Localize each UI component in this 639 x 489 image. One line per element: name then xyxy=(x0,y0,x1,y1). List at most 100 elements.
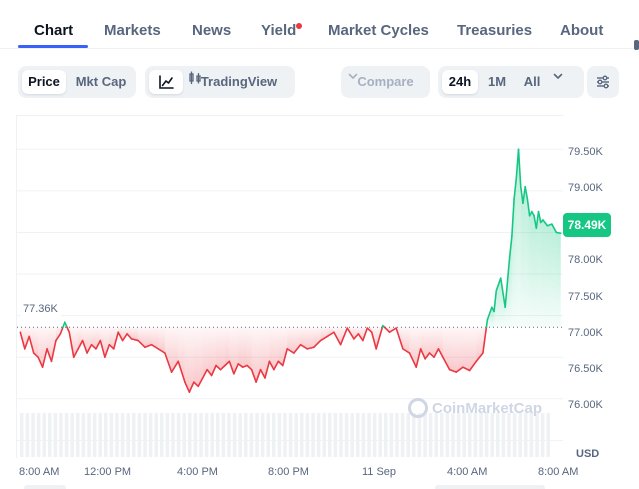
volume-bar xyxy=(36,413,41,457)
price-line-down xyxy=(388,327,397,334)
price-line-down xyxy=(402,348,411,354)
area-below-reference xyxy=(402,327,410,354)
volume-bar xyxy=(193,413,198,457)
volume-bar xyxy=(255,413,259,457)
price-line-down xyxy=(475,352,484,363)
area-above-reference xyxy=(527,199,530,328)
volume-bar xyxy=(496,413,500,457)
area-below-reference xyxy=(164,327,172,373)
area-below-reference xyxy=(238,327,243,368)
volume-bar xyxy=(328,413,332,457)
price-line-down xyxy=(339,327,349,346)
area-above-reference xyxy=(538,211,541,328)
tab-bar: Chart Markets News Yield Market Cycles T… xyxy=(0,0,639,50)
area-below-reference xyxy=(131,327,139,341)
price-line-down xyxy=(41,348,48,368)
price-line-down xyxy=(170,360,180,373)
coinmarketcap-watermark: CoinMarketCap xyxy=(408,398,542,418)
chevron-down-icon xyxy=(553,73,563,79)
volume-bar xyxy=(356,413,360,457)
tab-yield[interactable]: Yield xyxy=(261,22,297,39)
volume-bar xyxy=(344,413,349,457)
price-line-down xyxy=(19,331,26,350)
price-line-down xyxy=(150,343,160,350)
price-line-up xyxy=(499,277,506,309)
tradingview-button[interactable]: TradingView xyxy=(187,70,291,94)
range-1m-button[interactable]: 1M xyxy=(487,74,507,89)
range-24h-button[interactable]: 24h xyxy=(442,70,478,94)
area-below-reference xyxy=(256,327,261,383)
price-line-up xyxy=(524,185,529,200)
volume-bar xyxy=(188,413,192,457)
line-chart-button[interactable] xyxy=(149,70,183,94)
area-above-reference xyxy=(522,186,526,328)
compare-dropdown[interactable]: Compare xyxy=(341,66,430,98)
tab-news[interactable]: News xyxy=(192,22,232,39)
price-line-down xyxy=(23,335,31,350)
volume-bar xyxy=(92,413,97,457)
volume-bar xyxy=(70,413,74,457)
volume-bar xyxy=(361,413,366,457)
price-line-down xyxy=(68,331,75,358)
sliders-icon xyxy=(597,75,609,89)
price-line-up xyxy=(508,235,513,259)
volume-bar xyxy=(98,413,102,457)
volume-bar xyxy=(451,413,455,457)
price-line-down xyxy=(77,339,84,350)
price-line-down xyxy=(86,343,93,354)
area-below-reference xyxy=(233,327,239,374)
volume-bar xyxy=(529,413,534,457)
volume-bar xyxy=(468,413,472,457)
area-below-reference xyxy=(224,327,230,366)
area-below-reference xyxy=(287,327,294,354)
area-below-reference xyxy=(273,327,279,370)
volume-bar xyxy=(182,413,186,457)
price-line-down xyxy=(437,348,444,358)
price-line-down xyxy=(228,360,235,375)
area-below-reference xyxy=(216,327,221,370)
price-line-down xyxy=(50,339,57,363)
watermark-text: CoinMarketCap xyxy=(432,400,543,417)
line-chart-icon xyxy=(159,75,174,89)
area-below-reference xyxy=(198,327,203,387)
volume-bar xyxy=(266,413,270,457)
compare-label: Compare xyxy=(357,74,414,89)
tab-markets[interactable]: Markets xyxy=(104,22,161,39)
volume-bar xyxy=(120,413,125,457)
price-line-down xyxy=(81,339,88,354)
price-button[interactable]: Price xyxy=(22,70,66,94)
range-all-button[interactable]: All xyxy=(523,74,541,89)
price-line-down xyxy=(206,368,213,377)
tab-market-cycles[interactable]: Market Cycles xyxy=(328,22,429,39)
area-below-reference xyxy=(47,327,52,362)
chart-settings-button[interactable] xyxy=(587,66,619,98)
volume-bar xyxy=(277,413,282,457)
volume-bar xyxy=(64,413,69,457)
area-below-reference xyxy=(109,327,114,349)
tab-chart[interactable]: Chart xyxy=(34,22,74,39)
volume-bar xyxy=(25,413,30,457)
volume-bar xyxy=(20,413,24,457)
tab-treasuries[interactable]: Treasuries xyxy=(457,22,533,39)
price-line-down xyxy=(66,326,71,334)
reference-price-label: 77.36K xyxy=(20,301,61,317)
area-above-reference xyxy=(542,219,548,328)
area-above-reference xyxy=(496,278,501,328)
mkt-cap-button[interactable]: Mkt Cap xyxy=(75,74,127,89)
volume-bar xyxy=(428,413,433,457)
area-below-reference xyxy=(327,327,334,337)
price-line-down xyxy=(250,368,257,383)
volume-bar xyxy=(249,413,254,457)
volume-bar xyxy=(322,413,326,457)
price-line-down xyxy=(157,348,166,354)
tab-about[interactable]: About xyxy=(560,22,604,39)
chevron-down-icon xyxy=(348,73,358,79)
area-above-reference xyxy=(520,186,523,328)
y-tick-label: 79.50K xyxy=(568,146,603,158)
volume-bar xyxy=(244,413,248,457)
price-line-down xyxy=(197,377,204,388)
area-below-reference xyxy=(476,327,483,362)
area-below-reference xyxy=(211,327,217,376)
range-more-dropdown[interactable] xyxy=(552,70,580,94)
y-tick-label: 77.00K xyxy=(568,327,603,339)
